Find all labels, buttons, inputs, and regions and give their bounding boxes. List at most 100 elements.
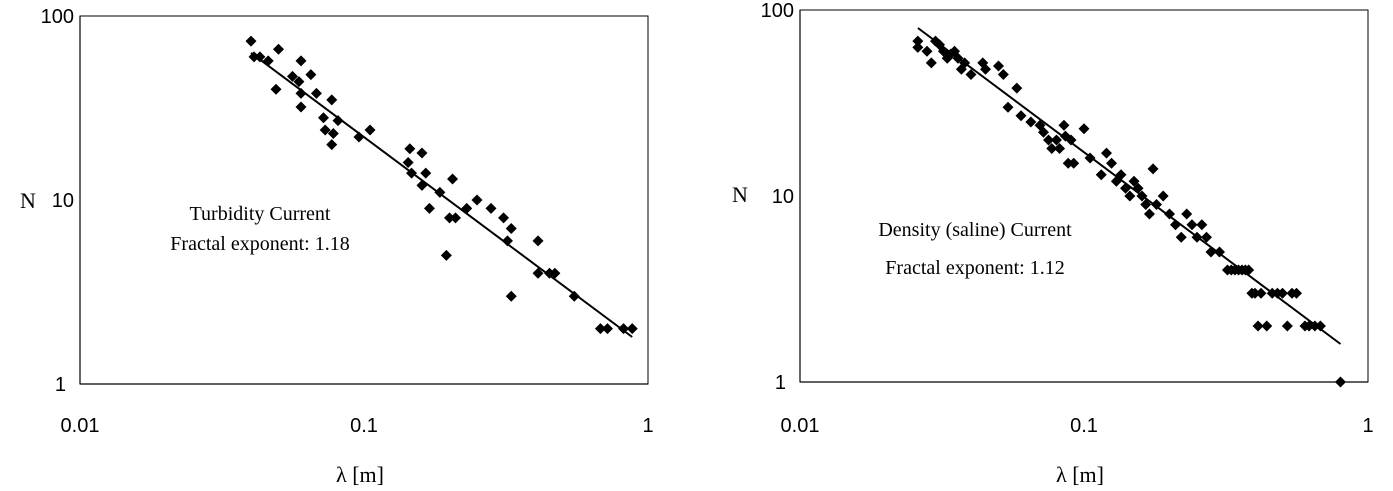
data-point xyxy=(245,35,257,47)
data-point xyxy=(594,323,606,335)
data-point xyxy=(1249,287,1261,299)
data-point xyxy=(1303,320,1315,332)
data-point xyxy=(402,156,414,168)
data-point xyxy=(505,223,517,235)
data-point xyxy=(305,69,317,81)
data-point xyxy=(326,94,338,106)
data-point xyxy=(1054,143,1066,155)
data-point xyxy=(254,51,266,63)
data-point xyxy=(1046,143,1058,155)
data-point xyxy=(443,212,455,224)
data-point xyxy=(327,127,339,139)
data-point xyxy=(601,323,613,335)
data-point xyxy=(1277,287,1289,299)
data-point xyxy=(447,173,459,185)
data-point xyxy=(310,87,322,99)
x-axis-label: λ [m] xyxy=(1056,462,1104,487)
data-point xyxy=(993,60,1005,72)
data-point xyxy=(1214,246,1226,258)
data-point xyxy=(498,212,510,224)
x-tick-label: 0.01 xyxy=(61,415,100,437)
data-point xyxy=(501,235,513,247)
y-tick-label: 100 xyxy=(41,6,74,28)
annotation-line-1: Turbidity Current xyxy=(190,203,331,225)
data-point xyxy=(1095,169,1107,181)
data-point xyxy=(1196,219,1208,231)
data-point xyxy=(262,55,274,67)
data-point xyxy=(1110,175,1122,187)
x-tick-label: 0.1 xyxy=(1070,415,1098,437)
data-point xyxy=(471,194,483,206)
x-tick-label: 0.1 xyxy=(350,415,378,437)
data-points xyxy=(245,35,638,335)
data-point xyxy=(1252,320,1264,332)
annotation-line-1: Density (saline) Current xyxy=(878,219,1072,241)
data-point xyxy=(434,186,446,198)
data-point xyxy=(450,212,462,224)
y-tick-label: 1 xyxy=(775,372,786,394)
data-point xyxy=(912,35,924,47)
data-point xyxy=(1115,169,1127,181)
data-point xyxy=(1015,110,1027,122)
x-axis-label: λ [m] xyxy=(336,462,384,487)
data-point xyxy=(273,43,285,55)
data-point xyxy=(364,124,376,136)
data-point xyxy=(626,323,638,335)
x-tick-label: 0.01 xyxy=(781,415,820,437)
data-point xyxy=(912,41,924,53)
data-point xyxy=(1068,157,1080,169)
data-point xyxy=(416,147,428,159)
data-point xyxy=(505,290,517,302)
density-chart: N λ [m] 1 10 100 0.01 0.1 1 Density (sal… xyxy=(732,0,1374,487)
data-point xyxy=(1170,219,1182,231)
data-point xyxy=(1058,119,1070,131)
data-point xyxy=(1261,320,1273,332)
data-point xyxy=(1201,231,1213,243)
data-point xyxy=(532,235,544,247)
data-point xyxy=(925,57,937,69)
data-point xyxy=(1157,190,1169,202)
data-point xyxy=(1034,119,1046,131)
data-point xyxy=(406,167,418,179)
turbidity-chart: N λ [m] 1 10 100 0.01 0.1 1 Turbidity Cu… xyxy=(20,6,654,487)
data-point xyxy=(1186,219,1198,231)
data-point xyxy=(952,52,964,64)
data-point xyxy=(248,51,260,63)
data-point xyxy=(295,87,307,99)
data-point xyxy=(420,167,432,179)
data-point xyxy=(1136,190,1148,202)
data-point xyxy=(485,202,497,214)
plot-area-frame xyxy=(79,15,649,385)
data-point xyxy=(1078,123,1090,135)
y-axis-label: N xyxy=(732,182,748,207)
data-point xyxy=(1050,134,1062,146)
data-point xyxy=(1128,175,1140,187)
data-point xyxy=(1255,287,1267,299)
data-point xyxy=(1011,82,1023,94)
data-point xyxy=(295,55,307,67)
data-point xyxy=(293,76,305,88)
data-point xyxy=(1043,134,1055,146)
data-point xyxy=(965,69,977,81)
data-point xyxy=(618,323,630,335)
data-point xyxy=(921,45,933,57)
data-point xyxy=(997,69,1009,81)
x-tick-label: 1 xyxy=(642,415,653,437)
data-point xyxy=(1002,101,1014,113)
data-point xyxy=(1150,199,1162,211)
x-tick-label: 1 xyxy=(1362,415,1373,437)
data-point xyxy=(1106,157,1118,169)
data-point xyxy=(980,63,992,75)
data-point xyxy=(326,139,338,151)
y-tick-label: 1 xyxy=(55,374,66,396)
data-point xyxy=(1132,182,1144,194)
data-point xyxy=(1205,246,1217,258)
data-point xyxy=(959,57,971,69)
y-tick-label: 10 xyxy=(772,186,794,208)
data-point xyxy=(404,143,416,155)
data-point xyxy=(1025,116,1037,128)
data-point xyxy=(1175,231,1187,243)
data-point xyxy=(1124,190,1136,202)
data-point xyxy=(319,124,331,136)
